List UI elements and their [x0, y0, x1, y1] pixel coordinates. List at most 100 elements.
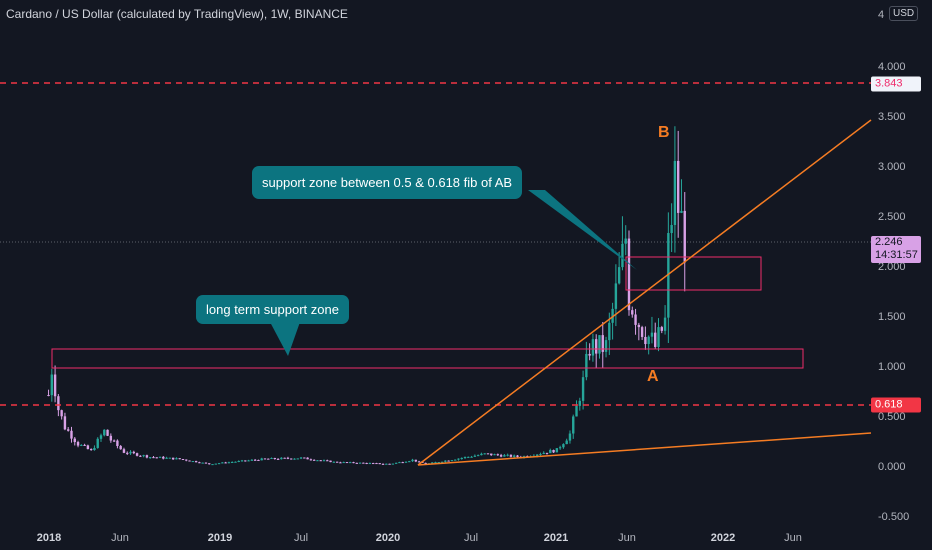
candle-2020-04-12-body	[437, 462, 440, 464]
candle-2019-09-15-body	[339, 462, 342, 464]
callout-long-term-support[interactable]: long term support zone	[196, 295, 349, 324]
candle-2018-08-12-body	[152, 457, 155, 459]
price-tag-upper[interactable]: 3.843	[871, 76, 921, 92]
y-tick-4000: 4.000	[878, 61, 906, 73]
candle-2018-11-25-body	[201, 462, 204, 464]
candle-2019-03-03-body	[247, 460, 250, 462]
candle-2018-04-29-body	[103, 429, 106, 436]
x-tick-2020: 2020	[375, 532, 401, 544]
candle-2018-03-11-body	[80, 444, 83, 446]
y-tick-partial: 4	[878, 9, 885, 21]
x-tick-jul-2020: Jul	[463, 532, 479, 544]
candle-2018-12-09-body	[208, 463, 211, 465]
candle-2021-01-10-body	[565, 440, 568, 445]
candle-2019-08-25-body	[329, 460, 332, 463]
candle-2020-12-20-body	[555, 448, 559, 453]
long-term-support-zone[interactable]	[51, 348, 804, 369]
candle-2020-09-13-body	[509, 454, 513, 457]
candle-2019-09-22-body	[342, 462, 345, 464]
candle-2019-05-19-body	[283, 457, 286, 459]
candle-2018-02-11-body	[67, 429, 70, 431]
candle-2021-05-16-body	[624, 238, 627, 244]
candle-2020-07-19-body	[483, 453, 486, 455]
candle-2019-03-17-body	[253, 459, 257, 461]
price-tag-lower[interactable]: 0.618	[871, 397, 921, 413]
candle-2021-02-21-body	[585, 353, 588, 378]
x-tick-jun-2021: Jun	[618, 532, 636, 544]
candle-2018-01-28-body	[60, 410, 63, 417]
candle-2018-01-21-body	[57, 396, 60, 411]
candle-2020-09-20-body	[513, 455, 516, 457]
candle-2021-04-04-body	[604, 340, 608, 352]
candle-2017-12-31-body	[47, 395, 50, 396]
candle-2021-03-28-body	[601, 335, 604, 352]
candle-2020-11-29-body	[545, 452, 549, 454]
candle-2018-02-18-body	[70, 430, 73, 439]
candle-2019-05-12-body	[280, 457, 283, 460]
candle-2021-08-01-body	[660, 327, 663, 331]
candle-2021-01-24-body	[572, 416, 575, 434]
candle-2019-11-03-body	[362, 462, 365, 464]
candle-2021-06-20-body	[640, 327, 644, 337]
candle-2019-04-14-body	[267, 458, 270, 460]
candle-2020-04-19-body	[440, 461, 444, 463]
fib-support-zone[interactable]	[625, 256, 762, 291]
chart-title: Cardano / US Dollar (calculated by Tradi…	[6, 7, 348, 21]
candle-2020-08-16-body	[496, 454, 500, 456]
candle-2021-01-03-body	[562, 444, 565, 448]
candle-2019-06-16-body	[296, 458, 299, 460]
currency-badge[interactable]: USD	[889, 6, 919, 21]
candle-2018-11-04-body	[191, 461, 195, 463]
candle-2018-09-16-body	[168, 457, 172, 459]
candle-2019-06-02-body	[290, 458, 293, 460]
candle-2021-09-05-body	[676, 160, 680, 213]
x-tick-jun-2022: Jun	[784, 532, 802, 544]
candle-2019-02-03-body	[234, 461, 237, 463]
candle-2020-03-29-body	[431, 462, 434, 464]
candle-2021-07-18-body	[654, 332, 657, 347]
candle-2019-12-01-body	[375, 463, 378, 465]
candle-2020-06-28-body	[473, 455, 477, 457]
candle-2020-05-17-body	[453, 459, 457, 461]
candle-2018-04-22-body	[99, 435, 103, 439]
candle-2019-07-07-body	[306, 457, 309, 460]
candle-2021-07-11-body	[650, 332, 654, 337]
candle-2021-06-27-body	[644, 336, 647, 345]
candle-2021-08-15-body	[667, 233, 670, 318]
candle-2021-02-28-body	[588, 353, 591, 356]
candle-2021-04-25-body	[614, 283, 618, 309]
candle-2019-07-21-body	[312, 459, 316, 461]
candle-2020-06-07-body	[463, 456, 467, 458]
candle-2020-08-09-body	[493, 454, 496, 456]
candle-2018-04-08-body	[93, 447, 96, 451]
current-price-value: 2.246	[875, 236, 903, 248]
candle-2018-08-05-body	[148, 457, 152, 459]
candle-2018-10-14-body	[181, 459, 185, 461]
x-tick-2019: 2019	[207, 532, 233, 544]
candle-2020-08-23-body	[499, 455, 503, 457]
candle-2018-06-24-body	[129, 451, 132, 454]
candle-2020-05-31-body	[460, 457, 463, 459]
candle-2019-12-22-body	[385, 463, 388, 465]
candle-2018-10-07-body	[178, 458, 181, 460]
candle-2020-12-27-body	[558, 447, 562, 449]
candle-2019-04-28-body	[273, 457, 277, 459]
trendline-shallow[interactable]	[417, 432, 872, 466]
candle-2018-07-15-body	[139, 455, 142, 457]
candle-2020-06-14-body	[467, 456, 470, 458]
price-tag-current[interactable]: 2.246 14:31:57	[871, 236, 921, 263]
candle-2020-05-24-body	[457, 458, 460, 460]
candle-2019-10-27-body	[358, 462, 362, 464]
trendline-steep[interactable]	[417, 119, 872, 466]
y-tick-0500: 0.500	[878, 411, 906, 423]
candle-2021-06-06-body	[634, 314, 637, 325]
candle-2020-11-08-body	[535, 454, 539, 456]
candle-2019-12-29-body	[388, 463, 391, 465]
candle-2019-11-17-body	[368, 463, 372, 465]
candle-2019-06-23-body	[299, 457, 303, 459]
candle-2019-09-29-body	[345, 462, 349, 464]
candle-2020-09-06-body	[506, 454, 509, 456]
callout-fib-support[interactable]: support zone between 0.5 & 0.618 fib of …	[252, 166, 523, 199]
candle-2020-03-15-body	[424, 462, 427, 465]
